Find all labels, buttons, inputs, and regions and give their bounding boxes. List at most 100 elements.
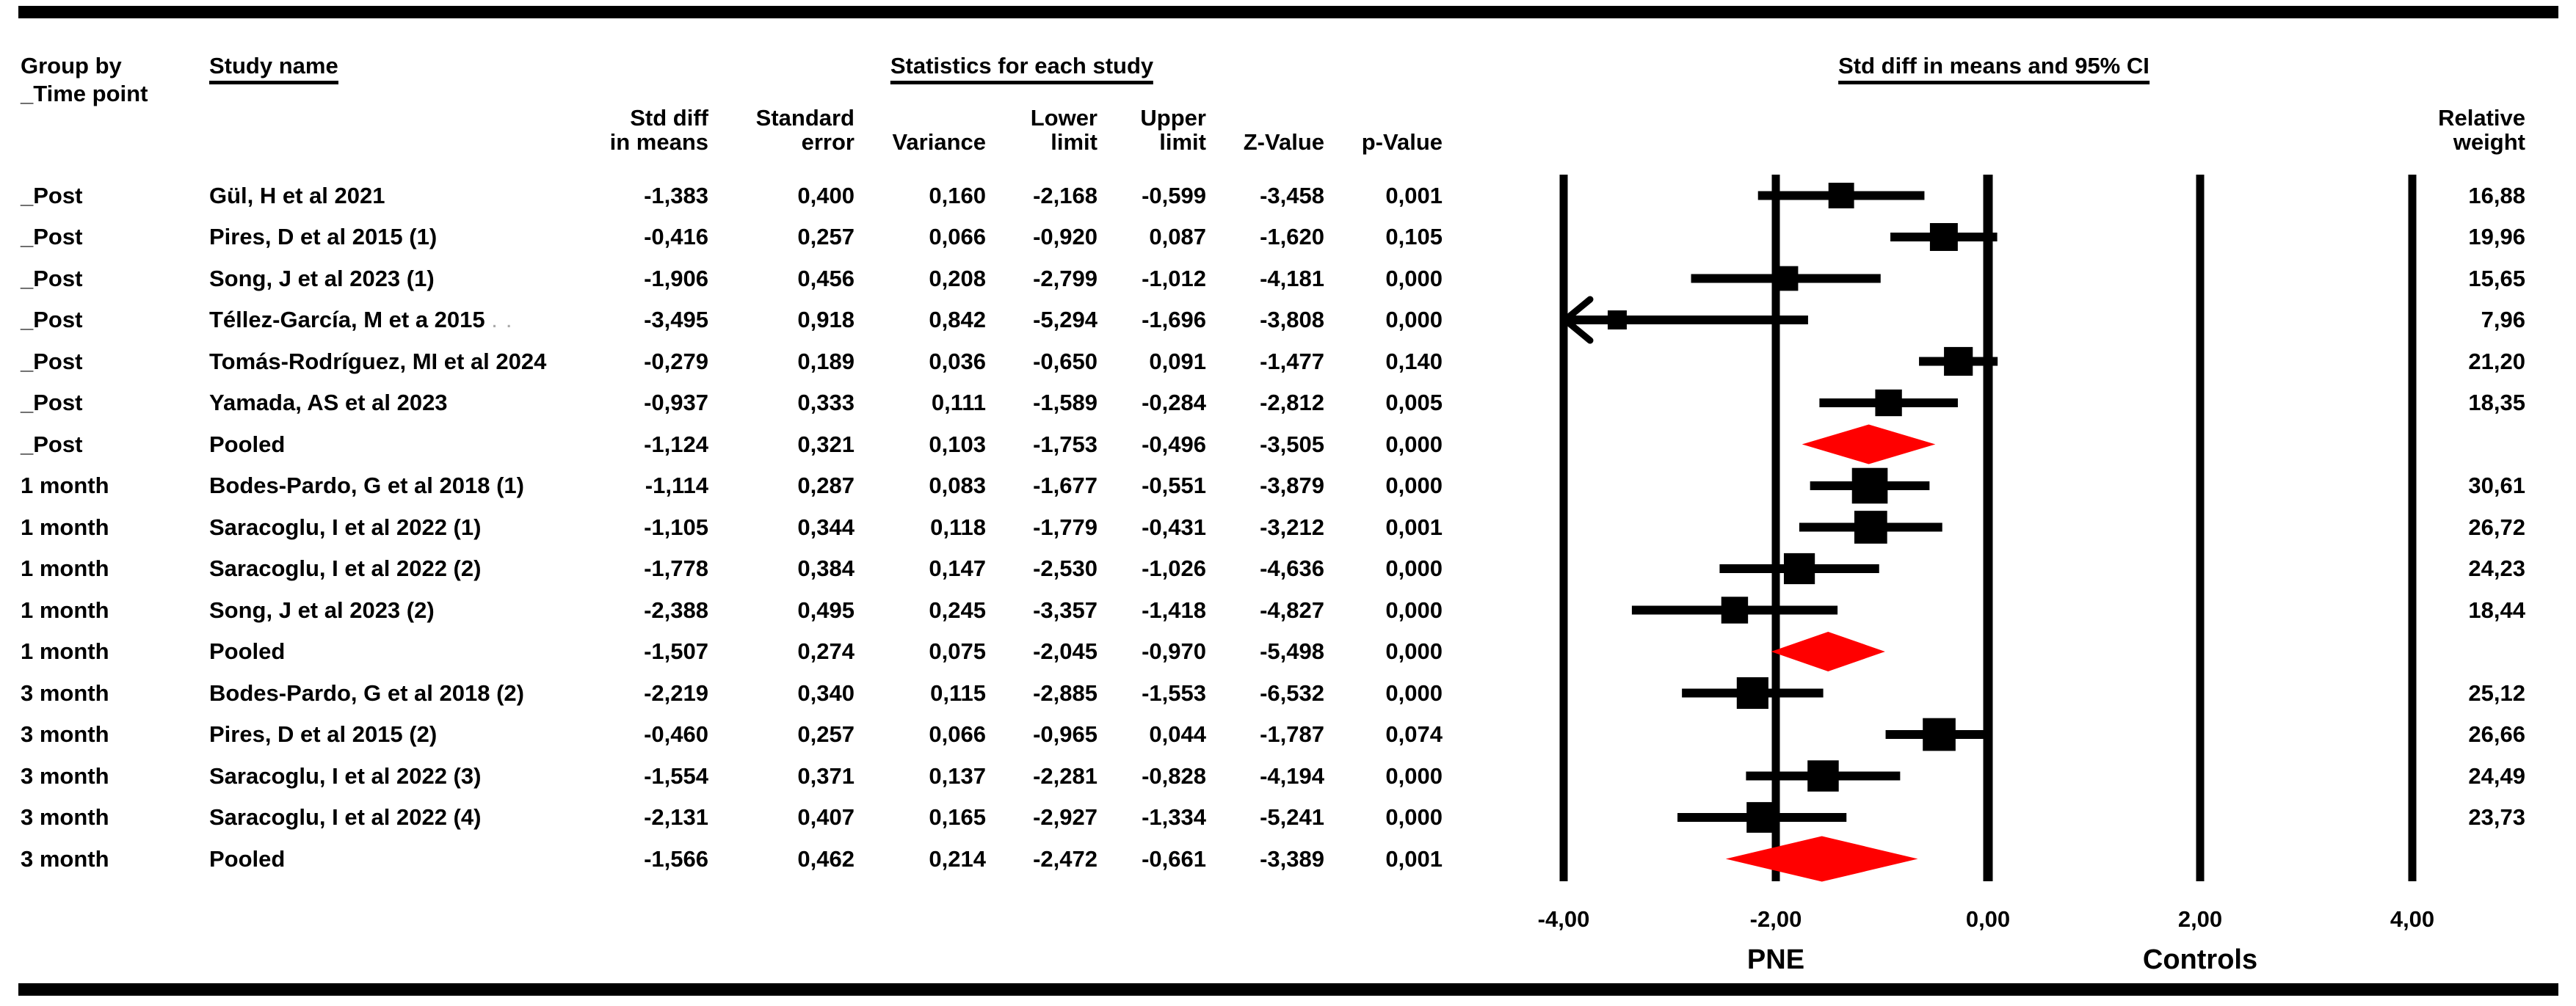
study-name-cell: Saracoglu, I et al 2022 (4) [209, 804, 482, 830]
lower-limit-cell: -2,168 [1033, 182, 1097, 208]
x-tick-label: 0,00 [1965, 906, 2011, 932]
std-diff-cell: -0,460 [644, 721, 708, 747]
p-value-cell: 0,000 [1385, 638, 1443, 664]
statistics-section-header: Statistics for each study [890, 53, 1154, 84]
p-value-cell: 0,005 [1385, 390, 1443, 415]
lower-limit-cell: -1,753 [1033, 431, 1097, 457]
study-name-cell: Bodes-Pardo, G et al 2018 (2) [209, 679, 524, 706]
table-row: 3 month Saracoglu, I et al 2022 (3) -1,554… [0, 762, 2576, 790]
study-name-cell: Tomás-Rodríguez, MI et al 2024 [209, 348, 547, 374]
table-row: 3 month Pires, D et al 2015 (2) -0,460 0,25… [0, 721, 2576, 748]
lower-limit-cell: -2,472 [1033, 845, 1097, 872]
std-error-cell: 0,400 [797, 182, 855, 208]
group-cell: 1 month [21, 638, 109, 664]
pooled-diamond [1725, 836, 1918, 882]
z-value-cell: -1,787 [1260, 721, 1324, 747]
group-cell: _Post [21, 307, 83, 332]
p-value-cell: 0,001 [1385, 182, 1443, 208]
relative-weight-cell: 7,96 [2481, 307, 2525, 332]
variance-cell: 0,103 [929, 431, 986, 457]
std-error-cell: 0,274 [797, 638, 855, 664]
arrow-left-icon [1559, 296, 1594, 344]
p-value-cell: 0,000 [1385, 597, 1443, 623]
study-name-cell: Song, J et al 2023 (1) [209, 265, 435, 291]
variance-cell: 0,137 [929, 762, 986, 789]
study-name-cell: Yamada, AS et al 2023 [209, 390, 448, 415]
std-diff-cell: -1,105 [644, 514, 708, 540]
std-error-cell: 0,495 [797, 597, 855, 623]
std-diff-cell: -1,383 [644, 182, 708, 208]
table-row: 3 month Bodes-Pardo, G et al 2018 (2) -2,2… [0, 679, 2576, 707]
group-cell: _Post [21, 348, 83, 374]
std-diff-cell: -1,124 [644, 431, 708, 457]
std-error-cell: 0,333 [797, 390, 855, 415]
grid-line [1771, 175, 1780, 881]
relative-weight-cell: 18,35 [2468, 390, 2525, 415]
upper-limit-cell: -0,970 [1142, 638, 1206, 664]
std-diff-cell: -1,906 [644, 265, 708, 291]
p-value-cell: 0,001 [1385, 514, 1443, 540]
effect-square [1851, 467, 1888, 504]
z-value-cell: -4,194 [1260, 762, 1324, 789]
lower-limit-cell: -2,045 [1033, 638, 1097, 664]
stat-col-header: p-Value [1361, 129, 1443, 155]
effect-square [1783, 553, 1815, 585]
relative-weight-cell: 26,72 [2468, 514, 2525, 540]
grid-line [2408, 175, 2417, 881]
grid-line [1559, 175, 1568, 881]
group-cell: _Post [21, 431, 83, 457]
std-error-cell: 0,257 [797, 721, 855, 747]
study-name-cell: Pooled [209, 638, 286, 664]
p-value-cell: 0,000 [1385, 265, 1443, 291]
upper-limit-cell: 0,091 [1149, 348, 1206, 374]
effect-square [1721, 597, 1749, 624]
effect-square [1923, 718, 1956, 751]
z-value-cell: -3,458 [1260, 182, 1324, 208]
upper-limit-cell: -1,012 [1142, 265, 1206, 291]
upper-limit-cell: 0,087 [1149, 224, 1206, 249]
table-row: _Post Song, J et al 2023 (1) -1,906 0,456 0,… [0, 265, 2576, 293]
plot-section-header: Std diff in means and 95% CI [1838, 53, 2149, 84]
effect-square [1773, 266, 1799, 291]
axis-left-group-label: PNE [1746, 944, 1805, 975]
effect-square [1807, 760, 1839, 792]
relative-weight-cell: 24,49 [2468, 762, 2525, 789]
study-name-cell: Saracoglu, I et al 2022 (1) [209, 514, 482, 540]
variance-cell: 0,075 [929, 638, 986, 664]
upper-limit-cell: -0,431 [1142, 514, 1206, 540]
z-value-cell: -3,389 [1260, 845, 1324, 872]
relative-weight-header: Relative weight [2438, 105, 2525, 155]
z-value-cell: -3,879 [1260, 473, 1324, 498]
study-name-cell: Pooled [209, 431, 286, 457]
group-cell: _Post [21, 390, 83, 415]
group-cell: 1 month [21, 555, 109, 581]
p-value-cell: 0,105 [1385, 224, 1443, 249]
x-tick-label: 2,00 [2177, 906, 2223, 932]
study-name-cell: Gül, H et al 2021 [209, 182, 385, 208]
stat-col-header: Std diff in means [609, 105, 708, 155]
std-error-cell: 0,189 [797, 348, 855, 374]
upper-limit-cell: -1,334 [1142, 804, 1206, 830]
std-error-cell: 0,371 [797, 762, 855, 789]
z-value-cell: -4,636 [1260, 555, 1324, 581]
axis-right-group-label: Controls [2142, 944, 2258, 975]
p-value-cell: 0,074 [1385, 721, 1443, 747]
study-name-cell: Téllez-García, M et a 2015. . [209, 307, 515, 332]
lower-limit-cell: -2,530 [1033, 555, 1097, 581]
group-cell: 3 month [21, 804, 109, 830]
p-value-cell: 0,000 [1385, 804, 1443, 830]
effect-square [1828, 183, 1854, 208]
p-value-cell: 0,000 [1385, 431, 1443, 457]
upper-limit-cell: -0,551 [1142, 473, 1206, 498]
table-row: 1 month Bodes-Pardo, G et al 2018 (1) -1,1… [0, 472, 2576, 500]
faint-dots: . . [492, 314, 515, 331]
group-cell: 3 month [21, 679, 109, 706]
variance-cell: 0,245 [929, 597, 986, 623]
table-row: _Post Tomás-Rodríguez, MI et al 2024 -0,27… [0, 348, 2576, 376]
z-value-cell: -5,498 [1260, 638, 1324, 664]
group-cell: 1 month [21, 473, 109, 498]
x-tick-label: 4,00 [2390, 906, 2435, 932]
table-row: 1 month Saracoglu, I et al 2022 (1) -1,105… [0, 514, 2576, 542]
lower-limit-cell: -2,885 [1033, 679, 1097, 706]
